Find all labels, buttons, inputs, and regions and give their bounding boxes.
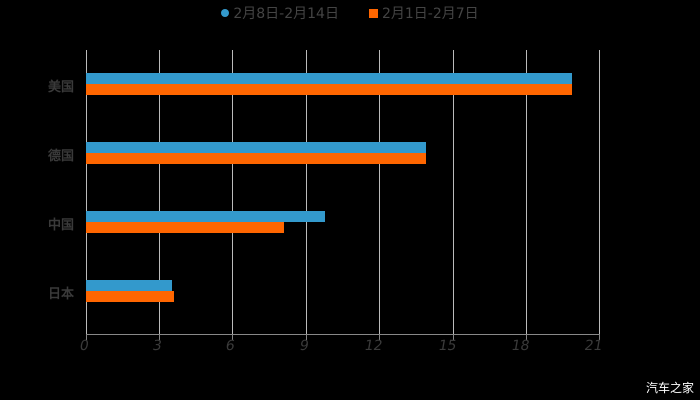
tick-mark <box>599 334 600 340</box>
bar-series1[interactable] <box>86 211 325 222</box>
tick-label-18: 18 <box>510 338 531 354</box>
tick-label-15: 15 <box>437 338 458 354</box>
gridline-15 <box>453 50 454 334</box>
bar-series1[interactable] <box>86 142 426 153</box>
bar-series2[interactable] <box>86 222 284 233</box>
category-label-us: 美国 <box>48 80 75 95</box>
bar-series1[interactable] <box>86 280 172 291</box>
gridline-18 <box>526 50 527 334</box>
chart-legend: 2月8日-2月14日 2月1日-2月7日 <box>0 3 700 23</box>
tick-mark <box>306 334 307 340</box>
tick-mark <box>526 334 527 340</box>
tick-mark <box>232 334 233 340</box>
tick-label-6: 6 <box>224 338 237 354</box>
gridline-0 <box>86 50 87 334</box>
tick-mark <box>159 334 160 340</box>
tick-mark <box>379 334 380 340</box>
gridline-12 <box>379 50 380 334</box>
bar-series1[interactable] <box>86 73 572 84</box>
tick-mark <box>86 334 87 340</box>
tick-label-21: 21 <box>583 338 604 354</box>
legend-item-series1[interactable]: 2月8日-2月14日 <box>221 3 339 23</box>
category-label-germany: 德国 <box>48 149 75 164</box>
gridline-6 <box>232 50 233 334</box>
bar-series2[interactable] <box>86 291 174 302</box>
gridline-9 <box>306 50 307 334</box>
bar-series2[interactable] <box>86 153 426 164</box>
gridline-3 <box>159 50 160 334</box>
plot-area <box>86 50 600 334</box>
legend-item-series2[interactable]: 2月1日-2月7日 <box>368 3 479 23</box>
series1-swatch-icon <box>221 9 230 17</box>
gridline-21 <box>599 50 600 334</box>
tick-mark <box>453 334 454 340</box>
legend-label-series1: 2月8日-2月14日 <box>233 6 339 22</box>
watermark-logo: 汽车之家 <box>645 381 694 395</box>
legend-label-series2: 2月1日-2月7日 <box>381 6 479 22</box>
tick-label-0: 0 <box>78 338 91 354</box>
tick-label-12: 12 <box>363 338 384 354</box>
series2-swatch-icon <box>368 8 378 18</box>
category-label-china: 中国 <box>48 218 75 233</box>
bar-series2[interactable] <box>86 84 572 95</box>
x-axis-line <box>86 334 600 335</box>
tick-label-3: 3 <box>151 338 164 354</box>
tick-label-9: 9 <box>298 338 311 354</box>
category-label-japan: 日本 <box>48 287 75 302</box>
